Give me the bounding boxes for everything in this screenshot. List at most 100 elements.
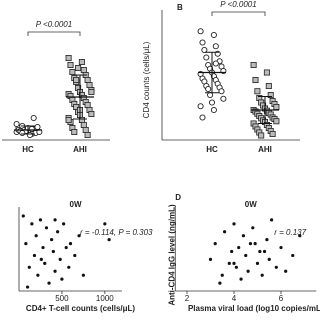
data-point (232, 222, 236, 226)
data-point (107, 238, 111, 242)
x-tick-label: AHI (73, 145, 87, 154)
x-tick-label: 4 (232, 294, 237, 303)
x-tick-label: HC (206, 145, 218, 154)
data-point (227, 261, 231, 265)
data-point (258, 249, 262, 254)
data-point (201, 46, 208, 54)
data-point (78, 59, 85, 66)
data-point (73, 253, 77, 258)
significance-bracket (211, 11, 266, 16)
data-point (239, 277, 243, 281)
data-point (28, 125, 35, 133)
data-point (270, 218, 274, 222)
data-point (24, 242, 28, 246)
y-axis-label: CD4 counts (cells/μL) (142, 41, 151, 118)
data-point (75, 65, 82, 72)
panel-label: B (177, 3, 183, 12)
data-point (220, 95, 227, 102)
panel-label: D (175, 193, 181, 202)
x-tick-label: HC (22, 145, 34, 154)
data-point (77, 234, 81, 238)
data-point (284, 269, 288, 273)
data-point (291, 253, 295, 258)
data-point (210, 31, 217, 39)
data-point (223, 230, 227, 234)
data-point (81, 273, 85, 277)
data-point (267, 92, 274, 99)
data-point (30, 222, 34, 226)
data-point (210, 106, 217, 114)
data-point (43, 261, 47, 265)
data-point (64, 245, 68, 250)
data-point (65, 55, 72, 62)
data-point (67, 62, 74, 69)
data-point (21, 214, 25, 218)
data-point (39, 257, 43, 261)
data-point (237, 245, 241, 250)
x-tick-label: AHI (258, 145, 272, 154)
data-point (103, 222, 107, 226)
data-point (47, 281, 51, 285)
data-point (69, 69, 76, 76)
data-point (36, 273, 40, 277)
chart-title: 0W (70, 200, 82, 209)
x-tick-label: 1000 (96, 294, 114, 303)
data-point (27, 265, 31, 269)
data-point (213, 242, 217, 246)
data-point (80, 67, 87, 74)
data-point (197, 28, 204, 35)
data-point (60, 277, 64, 281)
data-point (218, 88, 225, 95)
data-point (208, 257, 213, 261)
data-point (13, 120, 20, 128)
x-axis-label: Plasma viral load (log10 copies/mL) (188, 304, 320, 313)
data-point (279, 245, 283, 250)
data-point (65, 117, 72, 124)
data-point (208, 99, 216, 106)
data-point (71, 128, 78, 135)
data-point (197, 103, 204, 110)
data-point (199, 114, 206, 121)
data-point (53, 218, 57, 222)
data-point (53, 269, 57, 273)
data-point (230, 249, 234, 254)
data-point (34, 123, 41, 131)
x-tick-label: 2 (185, 294, 190, 303)
chart-title: 0W (245, 200, 257, 209)
significance-bracket (27, 31, 81, 36)
data-point (241, 234, 245, 238)
data-point (50, 238, 54, 242)
data-point (88, 89, 95, 96)
data-point (265, 83, 272, 90)
data-point (244, 253, 248, 258)
annotation: r = -0.114, P = 0.303 (80, 228, 153, 237)
data-point (218, 281, 222, 285)
data-point (84, 102, 91, 109)
data-point (84, 131, 91, 138)
data-point (84, 77, 91, 84)
data-point (260, 273, 264, 277)
x-axis-label: CD4+ T-cell counts (cells/μL) (26, 304, 135, 313)
data-point (32, 253, 37, 258)
data-point (263, 69, 270, 76)
data-point (73, 77, 80, 84)
data-point (252, 77, 259, 84)
data-point (58, 257, 62, 261)
data-point (212, 60, 219, 67)
data-point (251, 226, 255, 230)
data-point (62, 222, 66, 226)
data-point (254, 88, 261, 95)
data-point (51, 249, 55, 254)
data-point (232, 261, 236, 265)
data-point (298, 234, 302, 238)
p-value: P <0.0001 (36, 20, 72, 29)
data-point (255, 261, 260, 265)
data-point (212, 43, 219, 50)
x-tick-label: 6 (279, 294, 284, 303)
data-point (250, 62, 257, 69)
data-point (220, 273, 224, 277)
data-point (274, 265, 278, 269)
data-point (38, 218, 43, 222)
data-point (205, 85, 212, 93)
x-tick-label: 500 (55, 294, 69, 303)
